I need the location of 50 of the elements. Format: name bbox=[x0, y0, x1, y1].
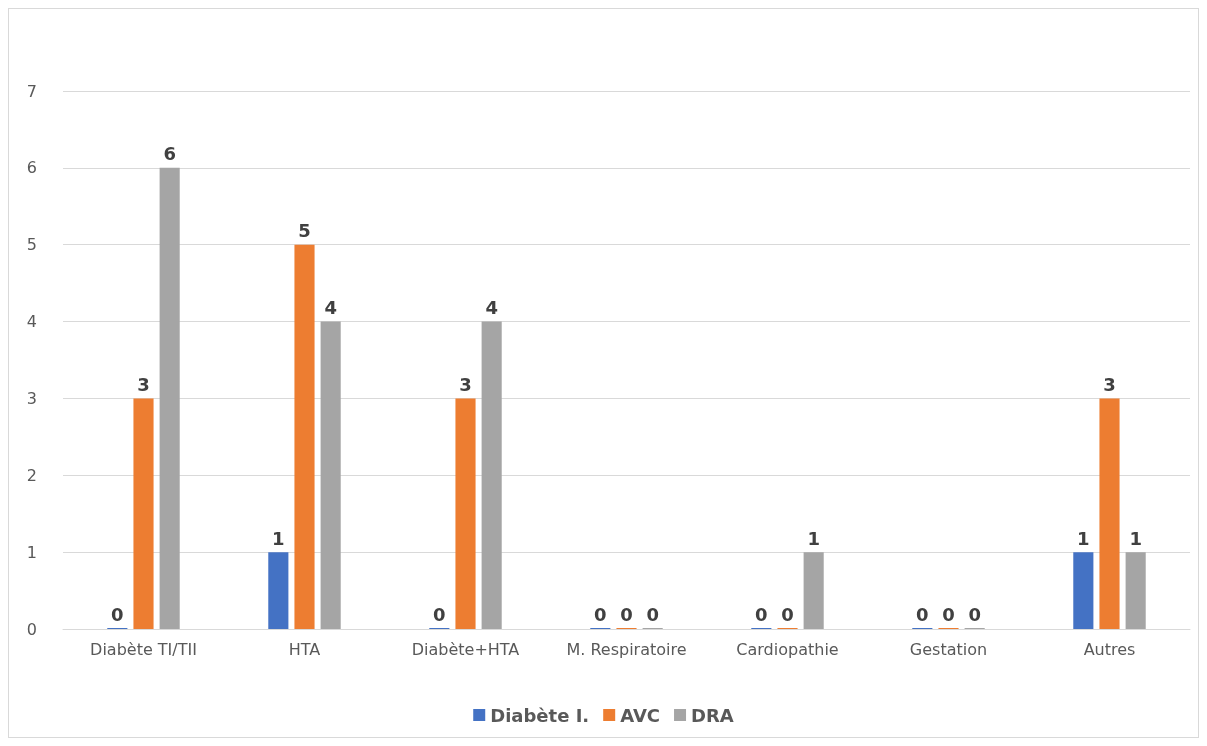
bar bbox=[133, 398, 154, 629]
y-tick-label: 0 bbox=[26, 619, 37, 639]
x-tick-label: Autres bbox=[1083, 639, 1136, 659]
data-label: 4 bbox=[485, 297, 498, 319]
x-tick-label: Diabète TI/TII bbox=[90, 639, 197, 659]
data-label: 1 bbox=[807, 527, 820, 549]
y-tick-label: 2 bbox=[26, 465, 37, 485]
y-tick-label: 4 bbox=[26, 312, 37, 332]
data-label: 0 bbox=[111, 603, 124, 625]
bar bbox=[320, 321, 341, 629]
data-label: 0 bbox=[781, 603, 794, 625]
bar bbox=[481, 321, 502, 629]
x-tick-label: Diabète+HTA bbox=[411, 639, 520, 659]
data-label: 0 bbox=[620, 603, 633, 625]
data-label: 0 bbox=[433, 603, 446, 625]
bar bbox=[1073, 552, 1094, 629]
data-label: 1 bbox=[1129, 527, 1142, 549]
y-tick-label: 6 bbox=[26, 158, 37, 178]
data-label: 3 bbox=[1103, 373, 1116, 395]
data-label: 0 bbox=[755, 603, 768, 625]
y-tick-label: 1 bbox=[26, 542, 37, 562]
bar bbox=[1099, 398, 1120, 629]
data-label: 4 bbox=[324, 297, 337, 319]
data-label: 0 bbox=[916, 603, 929, 625]
x-tick-label: Gestation bbox=[909, 639, 988, 659]
bar bbox=[268, 552, 289, 629]
y-tick-label: 7 bbox=[26, 81, 37, 101]
x-tick-label: M. Respiratoire bbox=[566, 639, 687, 659]
data-label: 1 bbox=[1077, 527, 1090, 549]
x-tick-label: HTA bbox=[288, 639, 321, 659]
bar bbox=[294, 244, 315, 629]
data-label: 0 bbox=[594, 603, 607, 625]
data-label: 3 bbox=[459, 373, 472, 395]
bar bbox=[1125, 552, 1146, 629]
x-tick-label: Cardiopathie bbox=[736, 639, 839, 659]
data-label: 3 bbox=[137, 373, 150, 395]
data-label: 0 bbox=[646, 603, 659, 625]
legend-label: DRA bbox=[691, 704, 734, 726]
bar bbox=[159, 167, 180, 629]
data-label: 0 bbox=[968, 603, 981, 625]
bar bbox=[455, 398, 476, 629]
data-label: 0 bbox=[942, 603, 955, 625]
data-label: 6 bbox=[163, 143, 176, 165]
legend-label: Diabète I. bbox=[490, 704, 590, 726]
data-label: 1 bbox=[272, 527, 285, 549]
bar bbox=[803, 552, 824, 629]
y-tick-label: 5 bbox=[26, 235, 37, 255]
y-tick-label: 3 bbox=[26, 388, 37, 408]
legend-label: AVC bbox=[620, 704, 661, 726]
data-label: 5 bbox=[298, 220, 311, 242]
